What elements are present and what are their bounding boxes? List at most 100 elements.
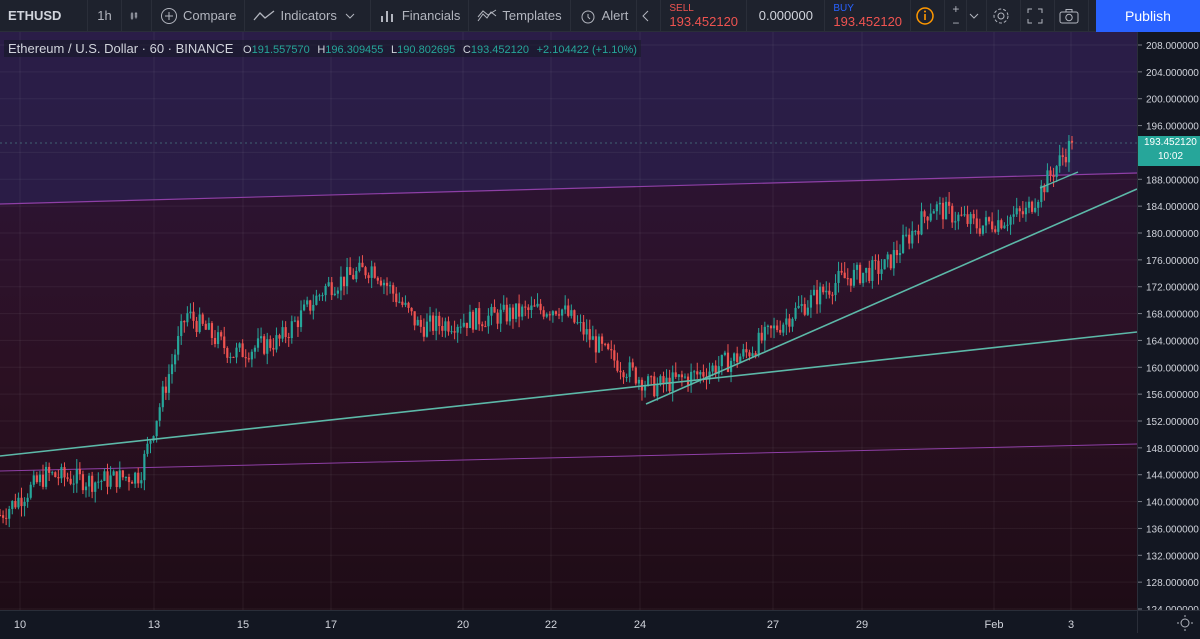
templates-button[interactable]: Templates: [469, 0, 571, 32]
minus-icon[interactable]: −: [952, 15, 960, 30]
candle-body: [81, 474, 85, 491]
indicators-button[interactable]: Indicators: [245, 0, 371, 32]
candle-body: [831, 294, 834, 296]
candle-body: [1015, 208, 1018, 215]
price-tick-label: 144.000000: [1146, 471, 1199, 482]
info-button[interactable]: [911, 0, 946, 32]
candle-body: [32, 475, 35, 485]
candle-body: [26, 497, 29, 502]
candle-body: [554, 311, 558, 315]
indicators-label: Indicators: [280, 8, 337, 23]
price-tick-label: 180.000000: [1146, 229, 1199, 240]
candle-body: [54, 472, 57, 478]
price-axis[interactable]: 124.000000128.000000132.000000136.000000…: [1137, 32, 1200, 616]
candle-body: [382, 282, 386, 286]
candle-body: [149, 440, 152, 444]
candle-body: [625, 376, 628, 378]
candle-body: [803, 304, 806, 315]
candle-body: [840, 270, 843, 273]
candle-body: [1030, 201, 1034, 212]
indicators-icon: [253, 9, 275, 20]
candle-body: [978, 228, 981, 234]
upper-channel-zone: [0, 32, 1137, 204]
price-tick-label: 160.000000: [1146, 363, 1199, 374]
candle-body: [416, 319, 419, 326]
financials-button[interactable]: Financials: [371, 0, 470, 32]
candle-body: [14, 500, 17, 508]
candle-body: [388, 285, 392, 287]
candle-body: [1034, 207, 1037, 212]
axis-settings-corner[interactable]: [1137, 610, 1200, 633]
time-tick-label: 27: [767, 619, 779, 631]
price-chart[interactable]: [0, 32, 1137, 610]
last-price-value: 193.452120: [1144, 137, 1197, 148]
candle-body: [585, 329, 588, 335]
time-tick-label: 20: [457, 619, 469, 631]
chart-pane[interactable]: Ethereum / U.S. Dollar · 60 · BINANCE O1…: [0, 32, 1137, 610]
candle-body: [748, 352, 751, 357]
screenshot-button[interactable]: [1055, 0, 1090, 32]
candle-body: [189, 311, 192, 314]
candle-body: [846, 278, 849, 280]
candle-body: [468, 311, 472, 329]
candle-body: [1070, 140, 1074, 143]
sell-button[interactable]: SELL 193.452120: [661, 0, 748, 32]
long-trendline: [0, 331, 1137, 457]
candle-body: [1052, 175, 1055, 178]
interval-button[interactable]: 1h: [88, 0, 122, 32]
candle-body: [920, 211, 923, 235]
candle-body: [1040, 185, 1043, 202]
candle-body: [352, 274, 355, 280]
candle-body: [567, 305, 570, 316]
candle-body: [877, 260, 880, 274]
candle-body: [385, 282, 389, 286]
alarm-clock-icon: [581, 10, 595, 23]
candle-body: [843, 272, 846, 279]
symbol-search[interactable]: ETHUSD: [0, 0, 88, 32]
candle-body: [146, 443, 149, 454]
candle-body: [640, 379, 644, 391]
chevron-down-icon: [345, 13, 355, 19]
candle-body: [315, 295, 318, 305]
candle-body: [935, 204, 938, 212]
candle-body: [659, 376, 662, 385]
replay-button[interactable]: [637, 0, 662, 32]
candle-body: [518, 303, 521, 317]
candle-body: [557, 314, 561, 316]
candle-body: [475, 308, 478, 330]
price-tick-label: 200.000000: [1146, 95, 1199, 106]
candle-body: [582, 322, 585, 335]
candle-body: [345, 267, 349, 287]
settings-button[interactable]: [987, 0, 1022, 32]
candle-body: [91, 475, 94, 492]
plus-icon[interactable]: +: [952, 1, 960, 16]
candle-body: [570, 310, 573, 316]
chart-type-button[interactable]: [122, 0, 152, 32]
candle-body: [379, 280, 382, 286]
candle-body: [38, 474, 42, 483]
candle-body: [576, 322, 579, 324]
buy-button[interactable]: BUY 193.452120: [825, 0, 912, 32]
candle-body: [862, 272, 865, 284]
publish-button[interactable]: Publish: [1096, 0, 1200, 32]
time-tick-label: 17: [325, 619, 337, 631]
candle-body: [616, 360, 619, 371]
price-tick-label: 136.000000: [1146, 524, 1199, 535]
alert-button[interactable]: Alert: [571, 0, 638, 32]
price-tick-label: 184.000000: [1146, 202, 1199, 213]
candle-body: [321, 295, 324, 297]
time-axis[interactable]: 10 13 15 17 20 22 24 27 29 Feb 3: [0, 610, 1137, 633]
candle-body: [760, 332, 763, 341]
quantity-stepper[interactable]: + −: [945, 0, 968, 32]
candle-body: [465, 322, 468, 329]
candle-body: [631, 362, 634, 368]
compare-button[interactable]: Compare: [152, 0, 246, 32]
layout-dropdown[interactable]: [967, 0, 988, 32]
candle-body: [302, 304, 306, 311]
candle-body: [284, 327, 287, 338]
price-tick-label: 208.000000: [1146, 41, 1199, 52]
candle-body: [914, 230, 917, 232]
candle-body: [373, 266, 376, 278]
fullscreen-button[interactable]: [1021, 0, 1056, 32]
candle-body: [892, 250, 895, 269]
